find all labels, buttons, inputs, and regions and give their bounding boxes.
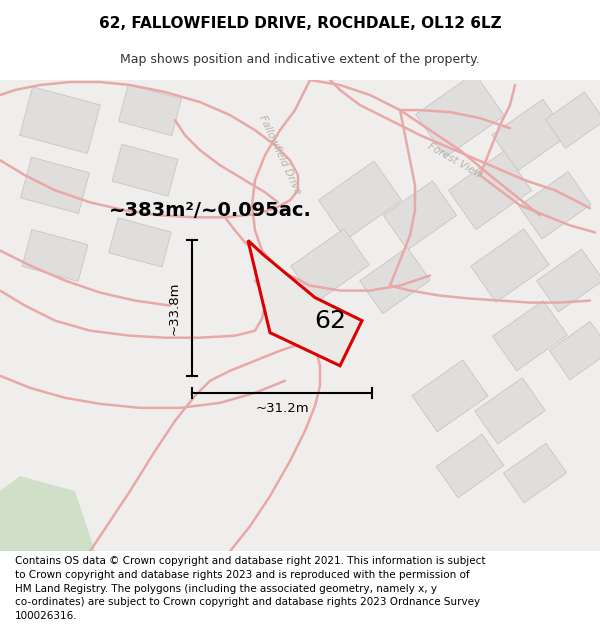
Polygon shape (475, 378, 545, 444)
Text: HM Land Registry. The polygons (including the associated geometry, namely x, y: HM Land Registry. The polygons (includin… (15, 584, 437, 594)
Text: Forest View: Forest View (426, 141, 484, 180)
Polygon shape (109, 218, 171, 267)
Text: ~31.2m: ~31.2m (255, 402, 309, 416)
Polygon shape (412, 360, 488, 432)
Polygon shape (536, 249, 600, 312)
Polygon shape (20, 157, 89, 213)
Polygon shape (471, 229, 549, 302)
Polygon shape (319, 161, 401, 239)
Polygon shape (503, 443, 566, 503)
Text: Map shows position and indicative extent of the property.: Map shows position and indicative extent… (120, 54, 480, 66)
Text: 62: 62 (314, 309, 346, 332)
Polygon shape (22, 229, 88, 281)
Text: Contains OS data © Crown copyright and database right 2021. This information is : Contains OS data © Crown copyright and d… (15, 556, 485, 566)
Polygon shape (448, 151, 532, 229)
Polygon shape (492, 99, 568, 171)
Polygon shape (549, 321, 600, 380)
Text: to Crown copyright and database rights 2023 and is reproduced with the permissio: to Crown copyright and database rights 2… (15, 570, 470, 580)
Polygon shape (291, 229, 369, 302)
Text: ~383m²/~0.095ac.: ~383m²/~0.095ac. (109, 201, 311, 220)
Polygon shape (545, 92, 600, 148)
Polygon shape (0, 476, 95, 551)
Text: 62, FALLOWFIELD DRIVE, ROCHDALE, OL12 6LZ: 62, FALLOWFIELD DRIVE, ROCHDALE, OL12 6L… (98, 16, 502, 31)
Polygon shape (119, 84, 181, 136)
Polygon shape (436, 434, 504, 498)
Polygon shape (112, 144, 178, 196)
Polygon shape (519, 172, 591, 239)
Text: co-ordinates) are subject to Crown copyright and database rights 2023 Ordnance S: co-ordinates) are subject to Crown copyr… (15, 598, 480, 608)
Polygon shape (360, 248, 430, 314)
Polygon shape (383, 181, 457, 250)
Polygon shape (248, 241, 362, 366)
Text: Fallowfield Drive: Fallowfield Drive (257, 114, 303, 196)
Text: ~33.8m: ~33.8m (167, 281, 181, 335)
Polygon shape (416, 73, 505, 157)
Text: 100026316.: 100026316. (15, 611, 77, 621)
Polygon shape (493, 301, 568, 371)
Polygon shape (20, 87, 100, 153)
